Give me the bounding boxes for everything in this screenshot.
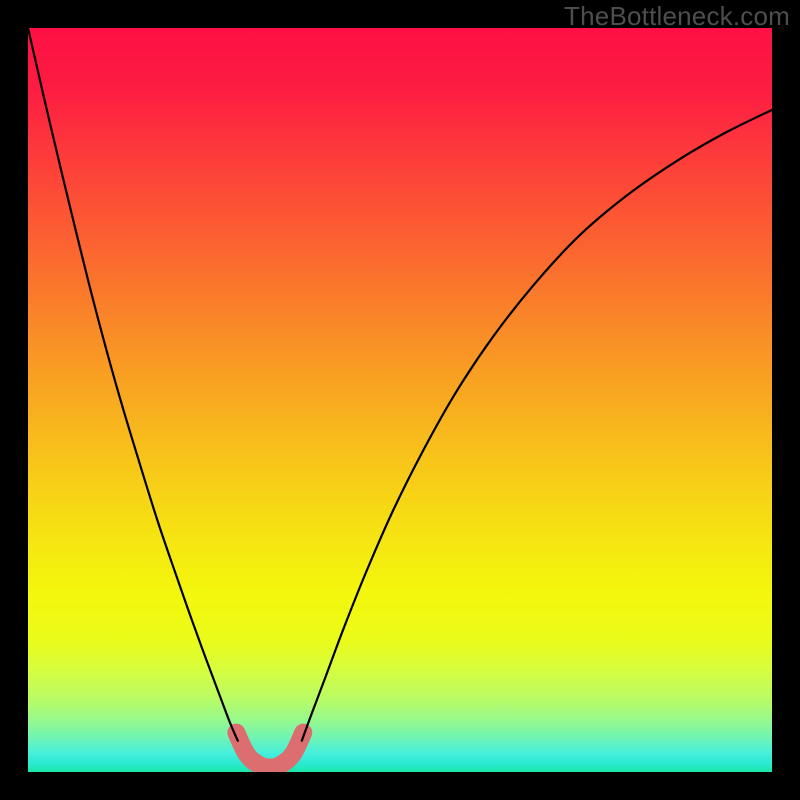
curve-svg xyxy=(28,28,772,772)
plot-area xyxy=(28,28,772,772)
curve-left-branch xyxy=(28,28,238,741)
watermark-text: TheBottleneck.com xyxy=(564,1,790,32)
u-marker xyxy=(236,733,303,768)
curve-right-branch xyxy=(302,110,772,741)
